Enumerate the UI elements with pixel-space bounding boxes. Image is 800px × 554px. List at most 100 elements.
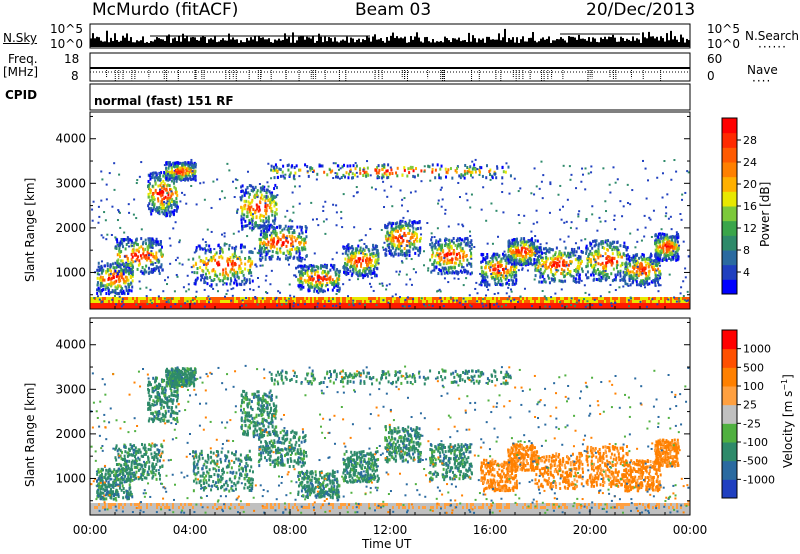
power-cell (216, 303, 218, 306)
power-cell (326, 300, 328, 303)
power-cell (291, 234, 294, 238)
nsky-bar (440, 41, 442, 47)
power-cell (121, 287, 124, 291)
power-cell (108, 276, 111, 280)
power-cell (364, 269, 367, 273)
power-cell (556, 297, 558, 300)
power-cell (360, 303, 362, 306)
power-cell (572, 306, 574, 309)
power-cell (248, 202, 251, 206)
power-cell (218, 297, 220, 300)
power-cell (563, 252, 566, 256)
power-cell (592, 306, 594, 309)
power-cell (257, 209, 260, 213)
power-cell (508, 297, 510, 300)
power-cell (262, 219, 265, 223)
power-cell (452, 297, 454, 300)
power-cell (599, 254, 602, 258)
power-cell (248, 192, 251, 196)
power-cell (147, 184, 150, 188)
power-cell (569, 270, 572, 274)
power-cell (206, 297, 208, 300)
power-cell (293, 235, 296, 239)
power-cell (292, 256, 295, 260)
power-cell (384, 303, 386, 306)
power-cell (254, 211, 257, 215)
power-cell (520, 303, 522, 306)
power-cell (243, 199, 246, 203)
power-cell (534, 239, 537, 243)
power-cell (644, 303, 646, 306)
power-cell (638, 283, 641, 287)
power-cell (552, 254, 555, 258)
power-cell (436, 300, 438, 303)
nsky-bar (544, 39, 546, 47)
nsky-bar (522, 36, 524, 47)
power-cell (165, 211, 168, 215)
power-cell (247, 200, 250, 204)
power-cell (449, 261, 452, 265)
power-cell (151, 261, 154, 265)
power-cell (390, 252, 393, 256)
power-cell (433, 260, 436, 264)
power-cell (112, 297, 114, 300)
power-cell (134, 306, 136, 309)
power-cell (149, 245, 152, 249)
power-cell (376, 257, 379, 261)
power-cell (368, 259, 371, 263)
power-cell (335, 268, 338, 272)
power-cell (617, 270, 620, 274)
power-cell (366, 267, 369, 271)
power-cell (300, 271, 303, 275)
power-cell (152, 306, 154, 309)
power-cell (198, 306, 200, 309)
power-cell (272, 297, 274, 300)
power-cell (599, 271, 602, 275)
power-cell (166, 297, 168, 300)
nsky-bar (598, 42, 600, 47)
power-cell (167, 193, 170, 197)
power-cell (374, 297, 376, 300)
power-cell (338, 300, 340, 303)
power-cell (132, 306, 134, 309)
power-cell (411, 220, 414, 224)
power-cell (585, 273, 588, 277)
power-cell (504, 258, 507, 262)
power-cell (488, 283, 491, 287)
power-cell (632, 300, 634, 303)
power-cell (269, 223, 272, 227)
power-cell (434, 306, 436, 309)
nsky-bar (680, 34, 682, 47)
power-cell (442, 249, 445, 253)
power-cell (409, 224, 412, 228)
power-cell (124, 247, 127, 251)
power-cell (668, 306, 670, 309)
nsky-bar (574, 37, 576, 47)
power-cell (554, 303, 556, 306)
power-cell (304, 297, 306, 300)
power-cell (160, 306, 162, 309)
power-cell (566, 267, 569, 271)
power-cell (630, 276, 633, 280)
nsky-bar (462, 40, 464, 47)
power-cell (332, 306, 334, 309)
power-cell (621, 261, 624, 265)
power-cell (327, 288, 330, 292)
power-cell (113, 281, 116, 285)
power-cell (544, 300, 546, 303)
power-cell (307, 289, 310, 293)
power-cell (299, 264, 302, 268)
power-cell (264, 202, 267, 206)
nsky-bar (316, 40, 318, 47)
power-cell (480, 306, 482, 309)
power-cell (266, 188, 269, 192)
nsky-bar (134, 42, 136, 47)
nsky-bar (580, 38, 582, 47)
power-cell (272, 240, 275, 244)
power-cell (601, 276, 604, 280)
power-cell (268, 300, 270, 303)
power-cell (466, 263, 469, 267)
power-cell (410, 303, 412, 306)
power-cell (622, 277, 625, 281)
power-cell (209, 247, 212, 251)
